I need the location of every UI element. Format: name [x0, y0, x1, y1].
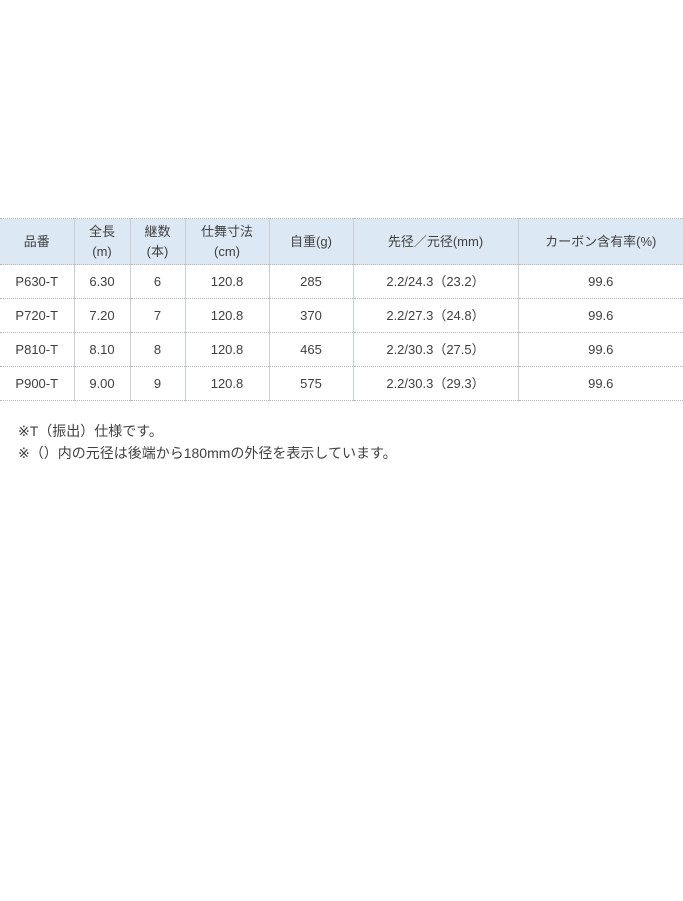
cell-tip-butt-diameter: 2.2/27.3（24.8） — [352, 298, 518, 333]
table-row: P900-T 9.00 9 120.8 575 2.2/30.3（29.3） 9… — [0, 366, 683, 401]
footnotes: ※T（振出）仕様です。 ※（）内の元径は後端から180mmの外径を表示しています… — [18, 420, 683, 465]
cell-model: P720-T — [15, 307, 59, 323]
cell-tip-butt-diameter: 2.2/30.3（29.3） — [352, 366, 518, 401]
column-header-closed-length: 仕舞寸法 (cm) — [184, 218, 269, 265]
cell-weight: 370 — [268, 298, 353, 333]
cell-sections: 8 — [129, 332, 185, 367]
cell-length: 8.10 — [73, 332, 130, 367]
cell-carbon-content: 99.6 — [517, 264, 683, 299]
cell-carbon-content: 99.6 — [517, 298, 683, 333]
spec-table-body: P630-T 6.30 6 120.8 285 2.2/24.3（23.2） 9… — [0, 264, 683, 401]
column-header-length: 全長 (m) — [73, 218, 130, 265]
table-row: P720-T 7.20 7 120.8 370 2.2/27.3（24.8） 9… — [0, 298, 683, 333]
cell-sections: 9 — [129, 366, 185, 401]
cell-model: P810-T — [15, 341, 59, 357]
cell-carbon-content: 99.6 — [517, 332, 683, 367]
cell-tip-butt-diameter: 2.2/30.3（27.5） — [352, 332, 518, 367]
header-row: 品番 全長 (m) 継数 (本) 仕舞寸法 (cm) 自重(g) 先径／元径(m… — [0, 218, 683, 265]
cell-carbon-content: 99.6 — [517, 366, 683, 401]
column-header-model: 品番 — [0, 218, 74, 265]
cell-tip-butt-diameter: 2.2/24.3（23.2） — [352, 264, 518, 299]
column-header-carbon-content: カーボン含有率(%) — [517, 218, 683, 265]
spec-table: 品番 全長 (m) 継数 (本) 仕舞寸法 (cm) 自重(g) 先径／元径(m… — [0, 218, 683, 401]
footnote-spec-type: ※T（振出）仕様です。 — [18, 423, 163, 439]
cell-sections: 6 — [129, 264, 185, 299]
footnote-butt-diameter-measurement: ※（）内の元径は後端から180mmの外径を表示しています。 — [18, 445, 397, 462]
cell-weight: 575 — [268, 366, 353, 401]
cell-sections: 7 — [129, 298, 185, 333]
cell-weight: 285 — [268, 264, 353, 299]
spec-table-header: 品番 全長 (m) 継数 (本) 仕舞寸法 (cm) 自重(g) 先径／元径(m… — [0, 218, 683, 265]
cell-closed-length: 120.8 — [184, 366, 269, 401]
cell-closed-length: 120.8 — [184, 332, 269, 367]
column-header-tip-butt-diameter: 先径／元径(mm) — [352, 218, 518, 265]
cell-length: 6.30 — [73, 264, 130, 299]
cell-closed-length: 120.8 — [184, 264, 269, 299]
cell-closed-length: 120.8 — [184, 298, 269, 333]
column-header-weight: 自重(g) — [268, 218, 353, 265]
table-row: P810-T 8.10 8 120.8 465 2.2/30.3（27.5） 9… — [0, 332, 683, 367]
table-row: P630-T 6.30 6 120.8 285 2.2/24.3（23.2） 9… — [0, 264, 683, 299]
cell-length: 9.00 — [73, 366, 130, 401]
cell-weight: 465 — [268, 332, 353, 367]
cell-model: P630-T — [15, 273, 59, 289]
cell-length: 7.20 — [73, 298, 130, 333]
column-header-sections: 継数 (本) — [129, 218, 185, 265]
cell-model: P900-T — [15, 375, 59, 391]
